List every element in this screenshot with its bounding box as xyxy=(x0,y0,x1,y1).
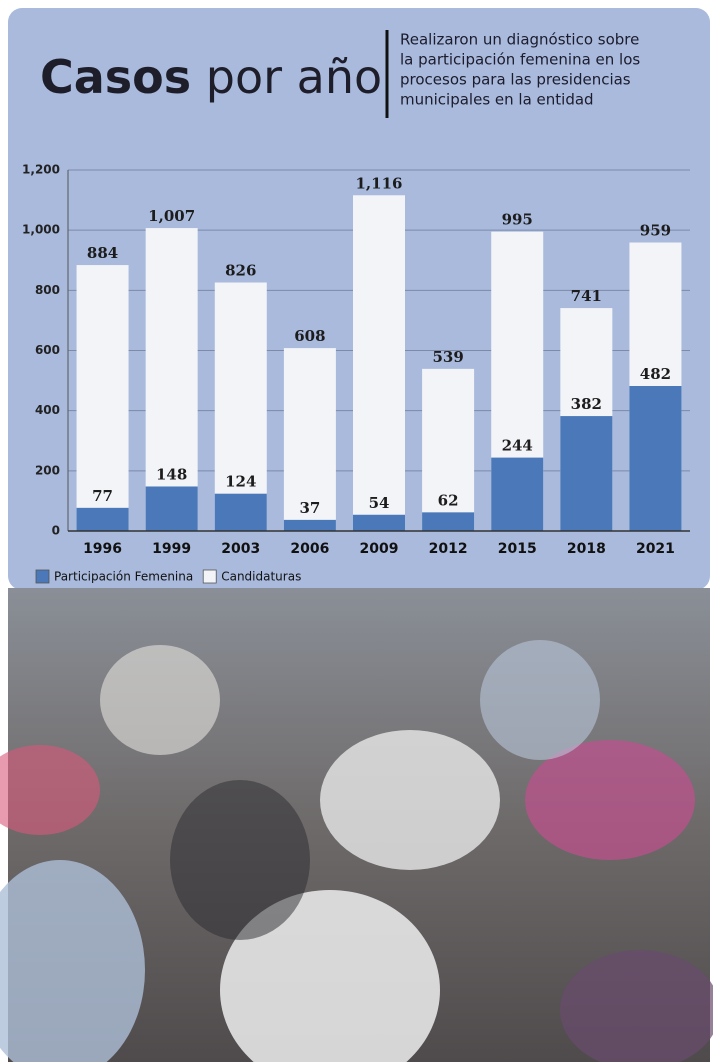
bar xyxy=(422,512,475,531)
value-label: 54 xyxy=(369,494,390,512)
value-label: 482 xyxy=(640,365,671,383)
value-label: 1,116 xyxy=(356,174,403,192)
chart-title: Casos por año xyxy=(40,50,382,104)
value-label: 124 xyxy=(225,473,256,491)
bar xyxy=(76,507,129,531)
y-tick-label: 0 xyxy=(52,524,60,538)
x-tick-label: 2009 xyxy=(360,541,399,557)
subtitle: municipales en la entidad xyxy=(400,91,594,109)
value-label: 244 xyxy=(502,437,533,455)
value-label: 77 xyxy=(92,487,113,505)
legend-label: Candidaturas xyxy=(221,570,301,584)
subtitle: Realizaron un diagnóstico sobre xyxy=(400,31,639,49)
bar xyxy=(283,519,336,531)
x-tick-label: 2012 xyxy=(429,541,468,557)
x-tick-label: 1999 xyxy=(152,541,191,557)
bar xyxy=(214,282,267,531)
y-tick-label: 200 xyxy=(35,463,60,477)
y-tick-label: 400 xyxy=(35,403,60,417)
legend-label: Participación Femenina xyxy=(54,570,193,584)
y-tick-label: 1,200 xyxy=(22,163,60,177)
bar xyxy=(353,514,405,531)
x-tick-label: 2003 xyxy=(221,541,260,557)
value-label: 884 xyxy=(87,244,118,262)
bar xyxy=(491,457,544,531)
value-label: 37 xyxy=(299,499,320,517)
bar xyxy=(560,416,613,531)
value-label: 608 xyxy=(294,327,325,345)
x-tick-label: 2015 xyxy=(498,541,537,557)
bar xyxy=(629,385,682,531)
x-tick-label: 1996 xyxy=(83,541,122,557)
value-label: 826 xyxy=(225,262,256,280)
bar xyxy=(145,486,198,531)
value-label: 539 xyxy=(432,348,463,366)
value-label: 959 xyxy=(640,222,671,240)
subtitle: procesos para las presidencias xyxy=(400,71,631,89)
bar xyxy=(76,265,129,531)
bar xyxy=(283,348,336,531)
x-tick-label: 2006 xyxy=(290,541,329,557)
bar xyxy=(422,368,475,531)
y-tick-label: 600 xyxy=(35,343,60,357)
bar xyxy=(214,493,267,531)
value-label: 382 xyxy=(571,395,602,413)
bar xyxy=(145,228,198,531)
y-tick-label: 800 xyxy=(35,283,60,297)
bar xyxy=(353,195,405,531)
photo xyxy=(0,588,713,1062)
x-tick-label: 2018 xyxy=(567,541,606,557)
x-tick-label: 2021 xyxy=(636,541,675,557)
value-label: 1,007 xyxy=(148,207,195,225)
legend-swatch xyxy=(202,569,217,584)
value-label: 62 xyxy=(438,491,459,509)
value-label: 995 xyxy=(502,211,533,229)
subtitle: la participación femenina en los xyxy=(400,51,640,69)
value-label: 741 xyxy=(571,287,602,305)
value-label: 148 xyxy=(156,465,187,483)
legend-swatch xyxy=(35,569,50,584)
y-tick-label: 1,000 xyxy=(22,223,60,237)
